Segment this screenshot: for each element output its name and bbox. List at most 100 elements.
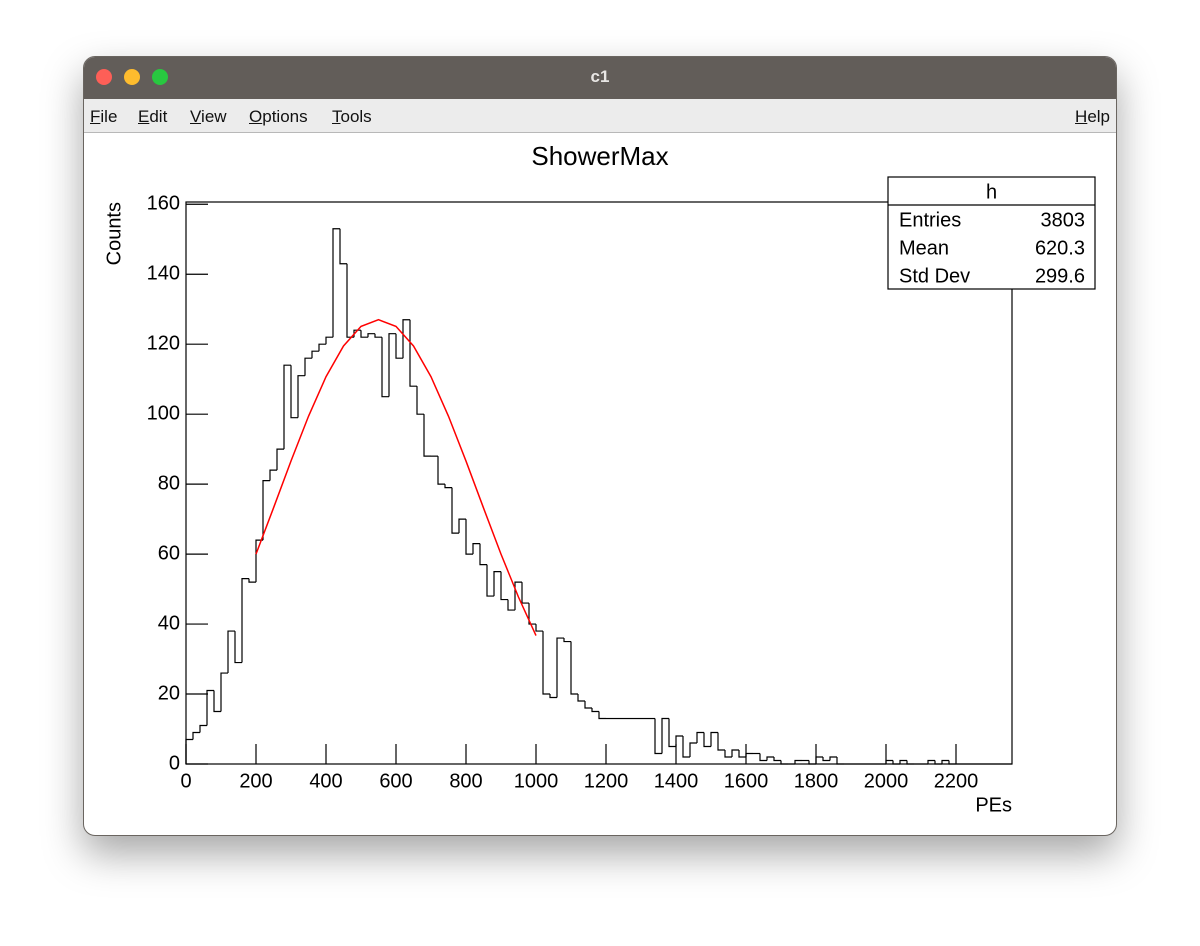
histogram-bin	[311, 350, 319, 359]
menu-bar: File Edit View Options Tools Help	[84, 99, 1116, 133]
x-tick-label: 2200	[934, 770, 979, 792]
stats-label: Entries	[899, 209, 961, 231]
menu-item[interactable]: Edit	[138, 107, 168, 126]
histogram-bin	[773, 757, 781, 762]
histogram-bin	[423, 414, 431, 457]
histogram-bin	[703, 732, 711, 748]
histogram-bin	[934, 760, 942, 765]
histogram-bin	[332, 228, 340, 338]
y-tick-label: 60	[158, 542, 180, 564]
histogram-bin	[346, 263, 354, 338]
histogram-bin	[444, 484, 452, 489]
fit-curve	[255, 318, 537, 636]
histogram-bin	[269, 469, 277, 481]
stats-title: h	[986, 181, 997, 203]
histogram-bin	[556, 637, 564, 698]
histogram-bin	[220, 672, 228, 712]
stats-value: 3803	[1041, 209, 1086, 231]
histogram-bin	[822, 757, 830, 762]
stats-label: Std Dev	[899, 265, 970, 287]
y-tick-label: 80	[158, 472, 180, 494]
histogram-bin	[927, 759, 935, 764]
y-tick-label: 40	[158, 612, 180, 634]
histogram-bin	[360, 330, 368, 338]
histogram-bin	[899, 759, 907, 764]
menu-item[interactable]: File	[90, 107, 118, 126]
histogram-bin	[654, 718, 662, 755]
histogram-bin	[675, 735, 683, 747]
histogram-bin	[682, 736, 690, 758]
histogram-bin	[458, 518, 466, 534]
x-tick-label: 800	[449, 770, 482, 792]
menu-item[interactable]: Tools	[332, 107, 372, 126]
histogram-bin	[808, 760, 816, 765]
histogram-bin	[885, 759, 893, 764]
y-tick-label: 20	[158, 682, 180, 704]
histogram-bin	[486, 564, 494, 597]
window-title: c1	[590, 67, 610, 86]
histogram-bin	[381, 337, 389, 398]
y-tick-label: 120	[147, 332, 180, 354]
histogram-bin	[906, 760, 914, 765]
y-axis-label: Counts	[103, 202, 125, 265]
histogram-bin	[766, 756, 774, 761]
histogram-bin	[325, 336, 333, 345]
menu-item[interactable]: Options	[249, 107, 308, 126]
histogram-bin	[248, 578, 256, 583]
histogram-bin	[794, 759, 802, 764]
y-tick-label: 140	[147, 263, 180, 285]
histogram-bin	[388, 333, 396, 397]
histogram-bin	[829, 756, 837, 761]
x-tick-label: 200	[239, 770, 272, 792]
histogram-bin	[395, 333, 403, 359]
histogram-bin	[759, 753, 767, 762]
menu-item[interactable]: View	[190, 107, 227, 126]
histogram-bin	[192, 731, 200, 740]
histogram-bin	[780, 760, 788, 765]
histogram-bin	[318, 343, 326, 352]
x-tick-label: 1800	[794, 770, 839, 792]
stats-value: 620.3	[1035, 237, 1085, 259]
histogram-bin	[577, 694, 585, 702]
menu-item[interactable]: Help	[1075, 107, 1110, 126]
zoom-button[interactable]	[152, 69, 168, 85]
histogram-bin	[696, 731, 704, 744]
stats-value: 299.6	[1035, 265, 1085, 287]
minimize-button[interactable]	[124, 69, 140, 85]
plot-frame	[185, 201, 1013, 765]
stats-box	[887, 176, 1096, 290]
y-tick-label: 100	[147, 402, 180, 424]
histogram-bin	[339, 228, 347, 265]
histogram-bin	[542, 631, 550, 695]
histogram-bin	[892, 760, 900, 765]
histogram-bin	[535, 624, 543, 632]
histogram-bin	[507, 599, 515, 611]
histogram-bin	[710, 731, 718, 747]
histogram-bin	[472, 543, 480, 555]
histogram-bin	[717, 732, 725, 751]
histogram-bin	[479, 543, 487, 566]
close-button[interactable]	[96, 69, 112, 85]
histogram-bin	[598, 711, 606, 720]
histogram-bin	[234, 631, 242, 664]
histogram-bin	[276, 448, 284, 471]
histogram-bin	[290, 365, 298, 419]
histogram-bin	[549, 694, 557, 699]
histogram-bin	[402, 319, 410, 359]
histogram-bin	[514, 581, 522, 611]
histogram-bin	[262, 480, 270, 541]
stats-label: Mean	[899, 237, 949, 259]
histogram-bin	[738, 750, 746, 758]
histogram-bin	[367, 333, 375, 338]
histogram-bin	[745, 752, 753, 758]
histogram-bin	[437, 456, 445, 485]
histogram-bin	[297, 375, 305, 418]
histogram-bin	[185, 738, 193, 764]
histogram-bin	[815, 756, 823, 764]
x-tick-label: 1400	[654, 770, 699, 792]
histogram-bin	[563, 638, 571, 643]
histogram-bin	[283, 364, 291, 450]
histogram-bin	[521, 582, 529, 604]
histogram-bin	[689, 742, 697, 758]
